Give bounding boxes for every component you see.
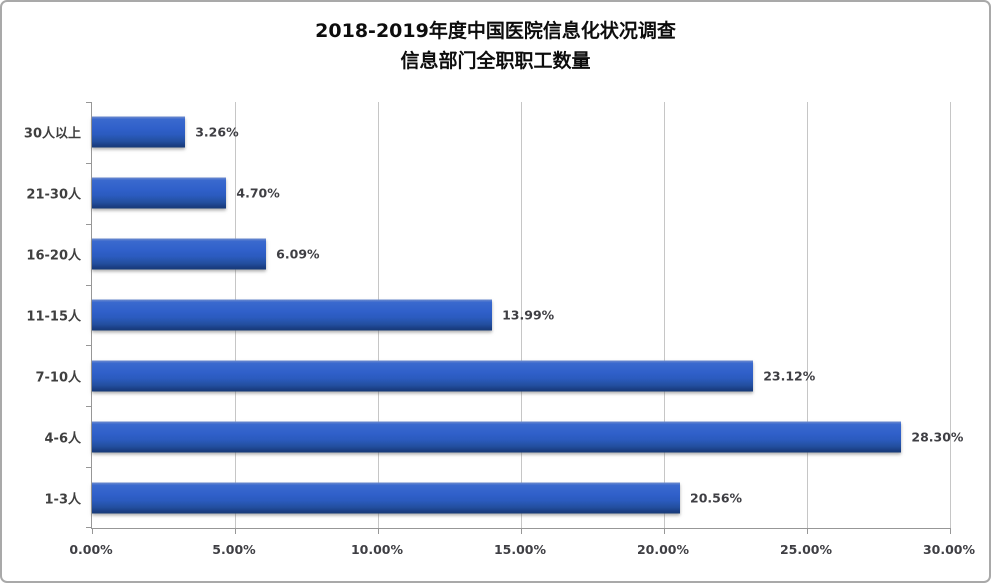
x-axis-tick bbox=[950, 528, 951, 534]
x-axis-tick-label: 10.00% bbox=[350, 542, 404, 557]
y-axis-tick bbox=[86, 162, 92, 164]
y-axis-tick bbox=[86, 406, 92, 408]
category-label: 1-3人 bbox=[44, 492, 82, 508]
x-axis-tick-label: 15.00% bbox=[493, 542, 547, 557]
x-axis-labels: 0.00% 5.00% 10.00% 15.00% 20.00% 25.00% 30.00% bbox=[69, 542, 975, 564]
y-axis-tick bbox=[86, 345, 92, 347]
x-axis-tick-label: 5.00% bbox=[212, 542, 256, 557]
x-axis-tick bbox=[521, 528, 522, 534]
category-row: 21-30人 4.70% bbox=[26, 163, 950, 224]
bar bbox=[92, 238, 267, 270]
y-axis-tick bbox=[86, 284, 92, 286]
x-axis-tick bbox=[807, 528, 808, 534]
category-label: 21-30人 bbox=[26, 187, 81, 203]
x-axis-tick-label: 25.00% bbox=[779, 542, 833, 557]
bar bbox=[92, 299, 493, 331]
y-axis-tick bbox=[86, 527, 92, 528]
category-label: 16-20人 bbox=[26, 248, 81, 264]
value-label: 3.26% bbox=[195, 124, 239, 140]
bar bbox=[92, 360, 754, 392]
category-row: 30人以上 3.26% bbox=[24, 102, 950, 163]
gridline bbox=[663, 102, 665, 528]
y-axis-tick bbox=[86, 223, 92, 225]
x-axis-tick bbox=[92, 528, 93, 534]
category-label: 30人以上 bbox=[23, 126, 81, 142]
x-axis-tick-label: 0.00% bbox=[69, 542, 113, 557]
category-row: 16-20人 6.09% bbox=[26, 224, 950, 285]
x-axis-tick-label: 20.00% bbox=[636, 542, 690, 557]
y-axis-tick bbox=[86, 102, 92, 103]
category-row: 4-6人 28.30% bbox=[45, 406, 963, 467]
x-axis-tick bbox=[234, 528, 236, 534]
chart-title: 2018-2019年度中国医院信息化状况调查 信息部门全职职工数量 bbox=[2, 16, 989, 76]
category-row: 1-3人 20.56% bbox=[45, 467, 950, 528]
value-label: 4.70% bbox=[236, 185, 280, 201]
plot-area: 30人以上 3.26% 21-30人 4.70% 16-20人 6.09% 11-15人 13… bbox=[24, 102, 963, 534]
gridline bbox=[807, 102, 808, 528]
category-label: 4-6人 bbox=[44, 431, 82, 447]
bar bbox=[92, 177, 227, 209]
value-label: 20.56% bbox=[690, 490, 743, 506]
value-label: 13.99% bbox=[502, 307, 555, 323]
chart-title-line1: 2018-2019年度中国医院信息化状况调查 bbox=[315, 20, 676, 42]
bar bbox=[92, 421, 902, 453]
bar bbox=[92, 116, 186, 148]
category-label: 7-10人 bbox=[35, 370, 81, 386]
value-label: 23.12% bbox=[763, 368, 816, 384]
y-axis-tick bbox=[86, 467, 92, 469]
gridline bbox=[521, 102, 522, 528]
x-axis-tick bbox=[663, 528, 665, 534]
category-row: 7-10人 23.12% bbox=[35, 345, 950, 406]
x-axis-tick bbox=[377, 528, 379, 534]
bar bbox=[92, 482, 681, 514]
gridline bbox=[950, 102, 951, 528]
category-label: 11-15人 bbox=[26, 309, 81, 325]
category-row: 11-15人 13.99% bbox=[26, 285, 950, 346]
value-label: 6.09% bbox=[276, 246, 320, 262]
value-label: 28.30% bbox=[911, 429, 964, 445]
x-axis-tick-label: 30.00% bbox=[922, 542, 976, 557]
chart-title-line2: 信息部门全职职工数量 bbox=[400, 50, 591, 72]
